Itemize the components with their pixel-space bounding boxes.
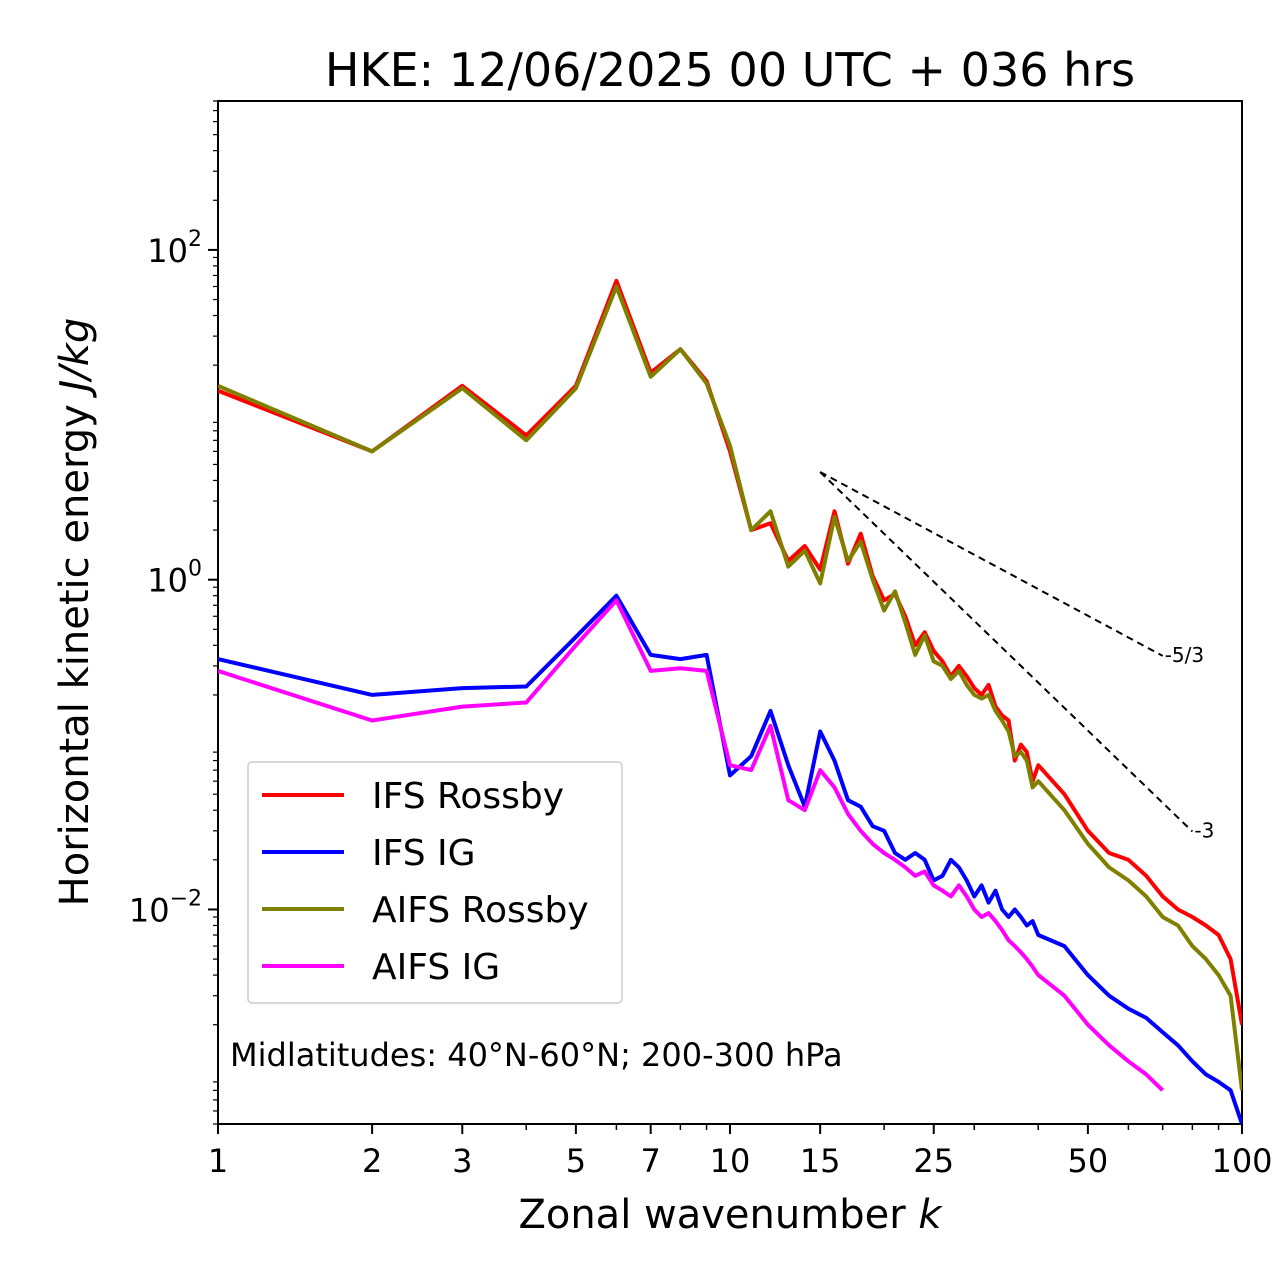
x-tick-label: 15 [800, 1142, 841, 1180]
slope-line-minus-5-3 [819, 471, 1164, 657]
x-axis-label-var: k [918, 1192, 943, 1238]
legend: IFS Rossby IFS IG AIFS Rossby AIFS IG [247, 761, 623, 1004]
x-tick-label: 50 [1068, 1142, 1109, 1180]
x-tick-label: 5 [566, 1142, 586, 1180]
series-layer [218, 278, 1242, 1124]
series-line-aifs-ig [218, 598, 1165, 1092]
x-axis-label: Zonal wavenumber k [518, 1192, 943, 1238]
y-axis-ticks: 10−2 100 102 [129, 100, 218, 1125]
slope-label: -5/3 [1165, 643, 1204, 667]
legend-label-ifs-rossby: IFS Rossby [372, 776, 564, 817]
slope-label: -3 [1194, 819, 1214, 843]
y-tick-label: 102 [147, 227, 202, 270]
region-annotation: Midlatitudes: 40°N-60°N; 200-300 hPa [230, 1036, 843, 1074]
y-axis-label-text: Horizontal kinetic energy [52, 392, 98, 907]
y-axis-label-unit: J/kg [52, 318, 98, 399]
legend-label-aifs-ig: AIFS IG [372, 947, 500, 988]
x-tick-label: 100 [1211, 1142, 1272, 1180]
x-tick-label: 10 [710, 1142, 751, 1180]
y-tick-label: 10−2 [129, 886, 202, 929]
x-tick-label: 7 [641, 1142, 661, 1180]
x-axis-label-text: Zonal wavenumber [518, 1192, 918, 1238]
y-tick-label: 100 [147, 557, 202, 600]
x-tick-label: 25 [913, 1142, 954, 1180]
chart-title: HKE: 12/06/2025 00 UTC + 036 hrs [325, 43, 1135, 97]
reference-slope-layer: -5/3 -3 [819, 471, 1214, 843]
x-tick-label: 2 [362, 1142, 382, 1180]
x-tick-label: 1 [208, 1142, 228, 1180]
legend-label-ifs-ig: IFS IG [372, 833, 476, 874]
x-axis-ticks: 1 2 3 5 7 10 15 25 50 100 [208, 1124, 1273, 1180]
series-line-aifs-rossby [218, 284, 1242, 1091]
legend-label-aifs-rossby: AIFS Rossby [372, 890, 589, 931]
slope-line-minus-3 [819, 471, 1194, 833]
x-tick-label: 3 [452, 1142, 472, 1180]
y-axis-label: Horizontal kinetic energy J/kg [52, 318, 98, 907]
legend-box [247, 761, 623, 1004]
